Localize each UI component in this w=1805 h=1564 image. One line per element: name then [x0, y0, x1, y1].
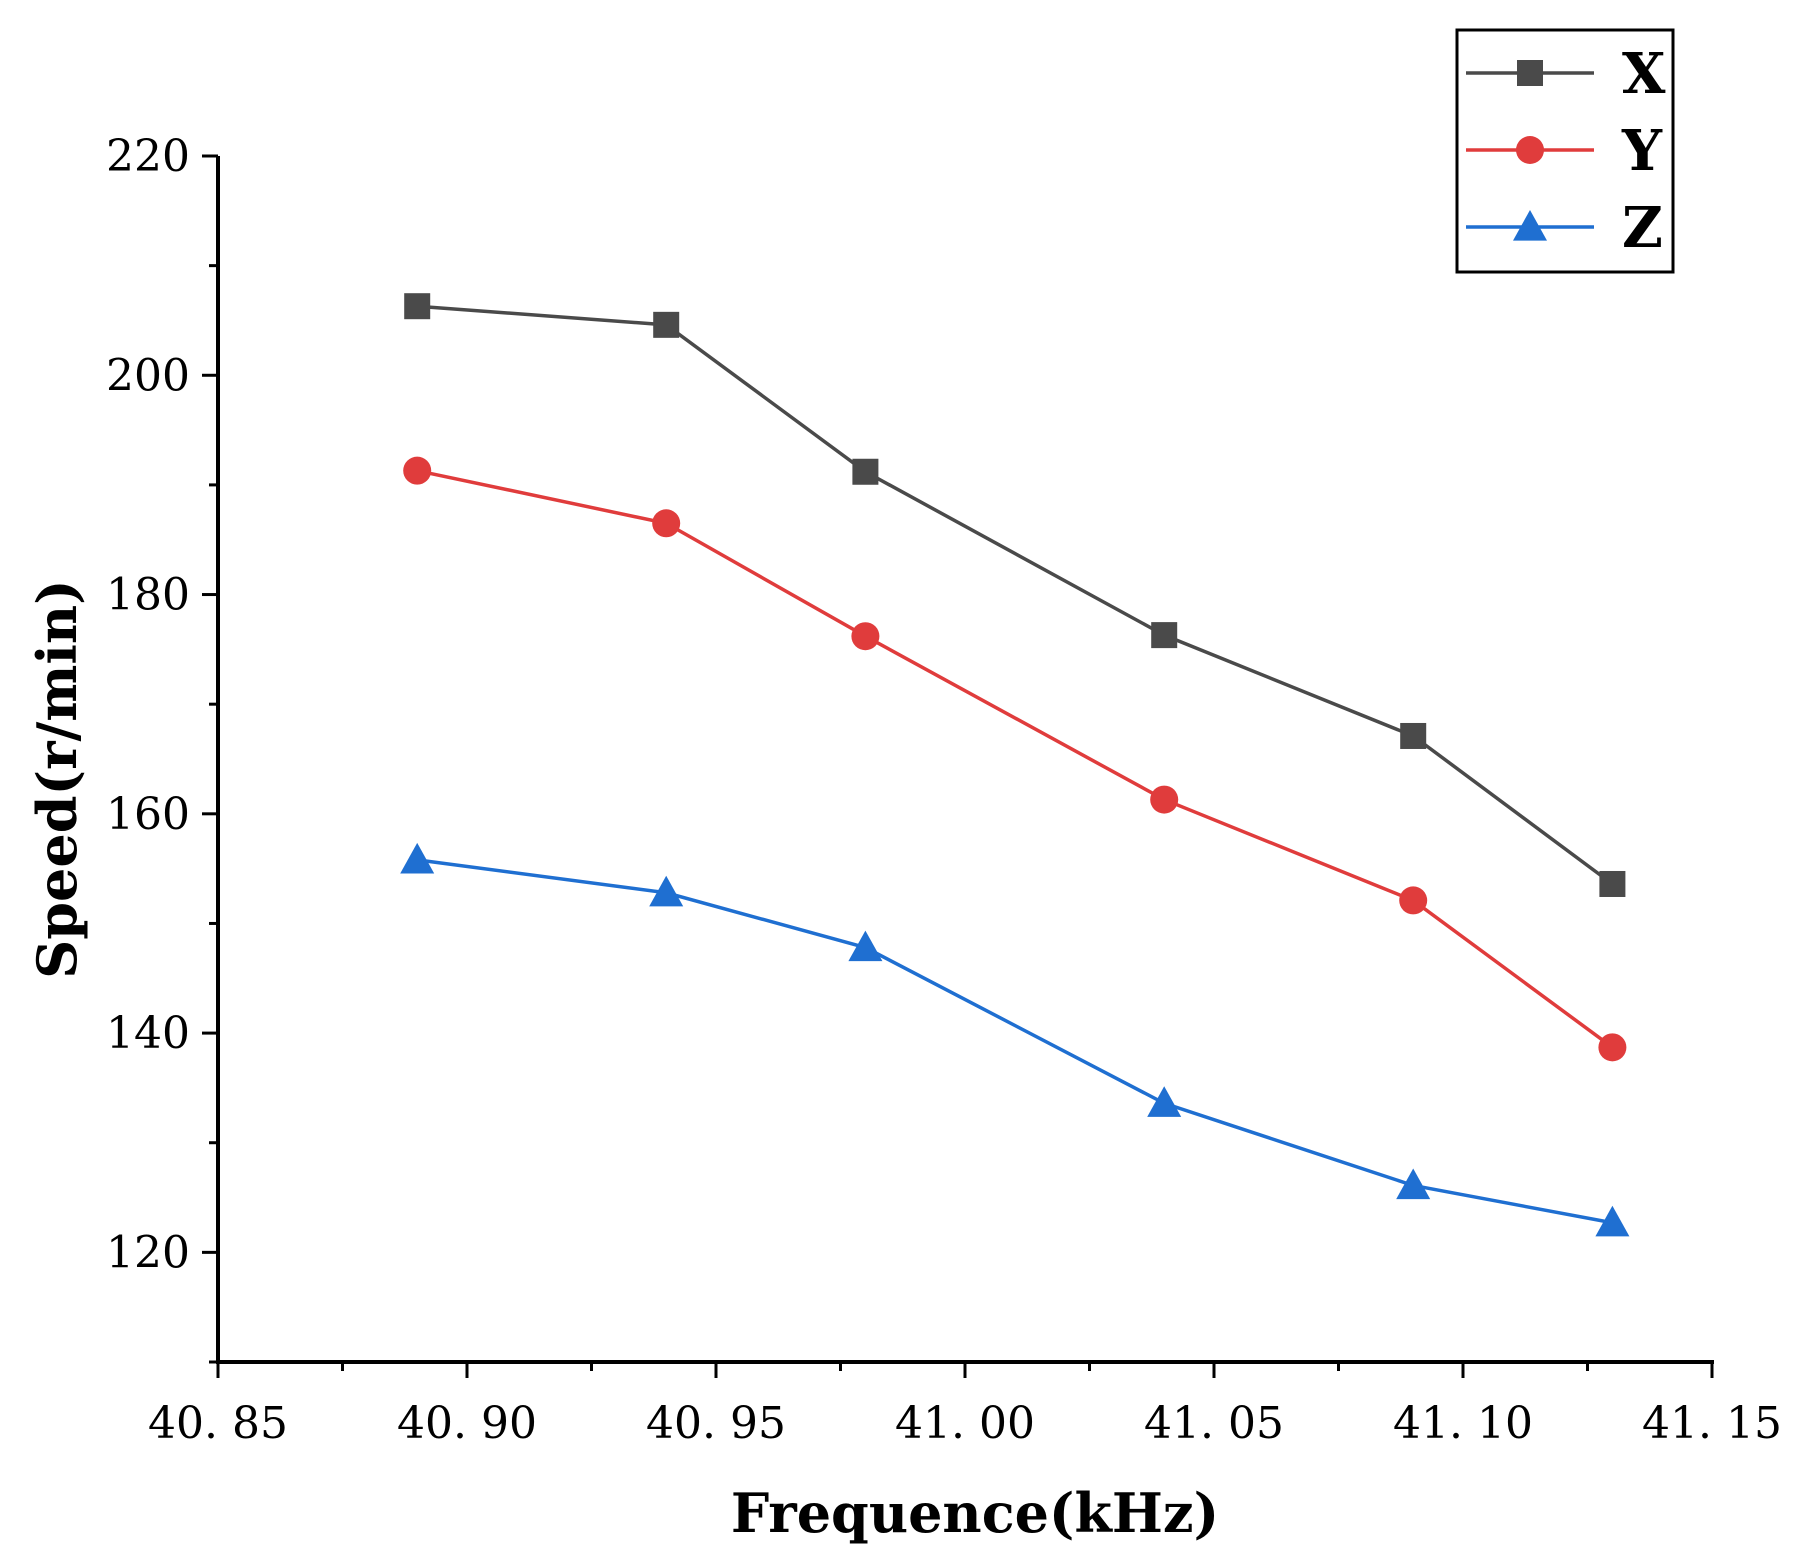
x-tick-label: 41. 10	[1393, 1398, 1533, 1449]
data-point-x	[1151, 622, 1178, 649]
data-point-y	[652, 509, 681, 538]
y-axis-title: Speed(r/min)	[25, 579, 89, 978]
axes	[216, 156, 1714, 1364]
series-line-y	[416, 468, 1614, 1049]
data-point-z	[1147, 1086, 1182, 1117]
x-tick-label: 41. 05	[1144, 1398, 1284, 1449]
series-group	[400, 293, 1630, 1237]
data-point-x	[653, 311, 680, 338]
legend-marker-z	[1513, 210, 1547, 241]
legend-item-y: Y	[1466, 118, 1663, 184]
y-tick-label: 120	[106, 1227, 190, 1278]
y-tick-label: 140	[106, 1008, 190, 1059]
data-point-z	[1595, 1205, 1630, 1237]
legend: XYZ	[1455, 28, 1675, 274]
data-point-z	[400, 842, 435, 874]
x-tick-label: 41. 15	[1642, 1398, 1782, 1449]
legend-label: Y	[1621, 118, 1663, 184]
series-x	[404, 293, 1626, 897]
data-point-y	[1399, 886, 1428, 915]
data-point-y	[851, 622, 880, 651]
data-point-x	[404, 293, 431, 320]
data-point-y	[1150, 785, 1179, 814]
legend-marker-x	[1517, 60, 1543, 86]
data-point-z	[649, 875, 684, 907]
data-point-y	[1598, 1033, 1627, 1062]
data-point-x	[852, 458, 879, 485]
series-line-z	[416, 858, 1613, 1225]
x-tick-label: 40. 85	[148, 1398, 288, 1449]
x-axis-title: Frequence(kHz)	[731, 1481, 1219, 1545]
data-point-z	[1396, 1168, 1431, 1200]
legend-label: Z	[1622, 195, 1663, 261]
series-y	[403, 456, 1627, 1062]
data-point-x	[1599, 870, 1626, 897]
y-tick-label: 160	[106, 789, 190, 840]
data-point-z	[848, 930, 883, 962]
x-tick-label: 41. 00	[895, 1398, 1035, 1449]
x-ticks: 40. 85 40. 90 40. 95 41. 00 41. 05 41. 10 41. …	[148, 1362, 1782, 1449]
legend-item-z: Z	[1466, 195, 1663, 261]
legend-marker-y	[1516, 136, 1544, 164]
x-tick-label: 40. 90	[397, 1398, 537, 1449]
legend-label: X	[1622, 41, 1666, 107]
series-z	[400, 842, 1630, 1237]
data-point-y	[403, 456, 432, 485]
x-tick-label: 40. 95	[646, 1398, 786, 1449]
y-ticks: 120 140 160 180 200 220	[106, 131, 218, 1364]
y-tick-label: 180	[106, 570, 190, 621]
data-point-x	[1400, 722, 1427, 749]
y-tick-label: 220	[106, 131, 190, 182]
legend-item-x: X	[1466, 41, 1666, 107]
y-tick-label: 200	[106, 350, 190, 401]
series-line-x	[417, 304, 1614, 886]
